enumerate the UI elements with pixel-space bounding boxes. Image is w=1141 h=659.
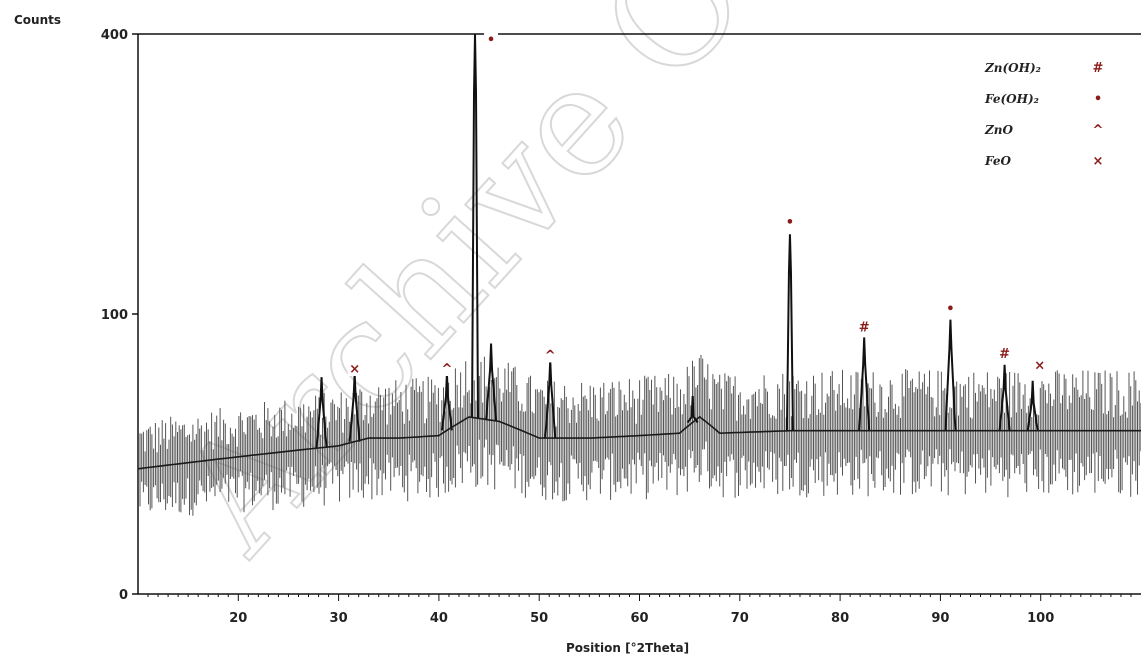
peak bbox=[544, 359, 557, 439]
x-tick-label: 60 bbox=[630, 611, 648, 626]
marker-bg bbox=[543, 346, 558, 363]
legend-symbol: ^ bbox=[1093, 123, 1104, 138]
peak bbox=[858, 337, 871, 431]
legend-label: FeO bbox=[984, 154, 1011, 168]
watermark: Archive Of bbox=[147, 0, 824, 585]
x-tick-label: 80 bbox=[831, 611, 849, 626]
legend-symbol: # bbox=[1093, 61, 1104, 76]
x-ticks: 20 30 40 50 60 70 80 90 100 bbox=[147, 594, 1132, 626]
y-tick-label: 400 bbox=[101, 28, 128, 43]
y-ticks: 0 100 400 bbox=[101, 28, 138, 603]
peak bbox=[944, 319, 957, 431]
legend: Zn(OH)₂ # Fe(OH)₂ • ZnO ^ FeO × bbox=[975, 48, 1125, 208]
marker-bg bbox=[1032, 356, 1047, 373]
y-tick-label: 0 bbox=[119, 588, 128, 603]
marker-bg bbox=[857, 318, 872, 335]
x-tick-label: 50 bbox=[530, 611, 548, 626]
peak bbox=[1026, 380, 1039, 431]
marker-bg bbox=[943, 299, 958, 316]
peak bbox=[785, 234, 794, 431]
peak bbox=[471, 33, 480, 418]
peak bbox=[485, 343, 498, 421]
y-tick-label: 100 bbox=[101, 308, 128, 323]
x-tick-label: 90 bbox=[931, 611, 949, 626]
x-axis-title: Position [°2Theta] bbox=[566, 641, 689, 655]
phase-marker: # bbox=[999, 347, 1010, 362]
legend-label: Zn(OH)₂ bbox=[984, 61, 1041, 75]
legend-symbol: • bbox=[1094, 92, 1102, 107]
phase-marker: • bbox=[786, 216, 794, 231]
x-tick-label: 30 bbox=[330, 611, 348, 626]
y-axis-title: Counts bbox=[14, 13, 61, 27]
phase-marker: • bbox=[487, 33, 495, 48]
phase-marker: × bbox=[1034, 359, 1045, 374]
marker-bg bbox=[484, 31, 499, 48]
peak bbox=[998, 364, 1011, 431]
phase-markers: × ^ • ^ • # • # × bbox=[347, 31, 1047, 377]
peak bbox=[315, 377, 328, 448]
phase-marker: × bbox=[349, 362, 360, 377]
marker-bg bbox=[997, 344, 1012, 361]
legend-box bbox=[975, 48, 1125, 208]
phase-marker: ^ bbox=[545, 348, 556, 363]
phase-marker: # bbox=[859, 320, 870, 335]
x-tick-label: 40 bbox=[430, 611, 448, 626]
x-tick-label: 20 bbox=[229, 611, 247, 626]
marker-bg bbox=[347, 360, 362, 376]
legend-symbol: × bbox=[1093, 154, 1104, 169]
peak bbox=[686, 395, 699, 424]
x-tick-label: 100 bbox=[1027, 611, 1054, 626]
marker-bg bbox=[782, 213, 797, 230]
legend-label: ZnO bbox=[984, 123, 1013, 137]
marker-bg bbox=[439, 360, 454, 376]
x-tick-label: 70 bbox=[731, 611, 749, 626]
phase-marker: • bbox=[946, 302, 954, 317]
legend-label: Fe(OH)₂ bbox=[984, 92, 1039, 106]
baseline-trace bbox=[137, 415, 1141, 470]
phase-marker: ^ bbox=[441, 362, 452, 377]
